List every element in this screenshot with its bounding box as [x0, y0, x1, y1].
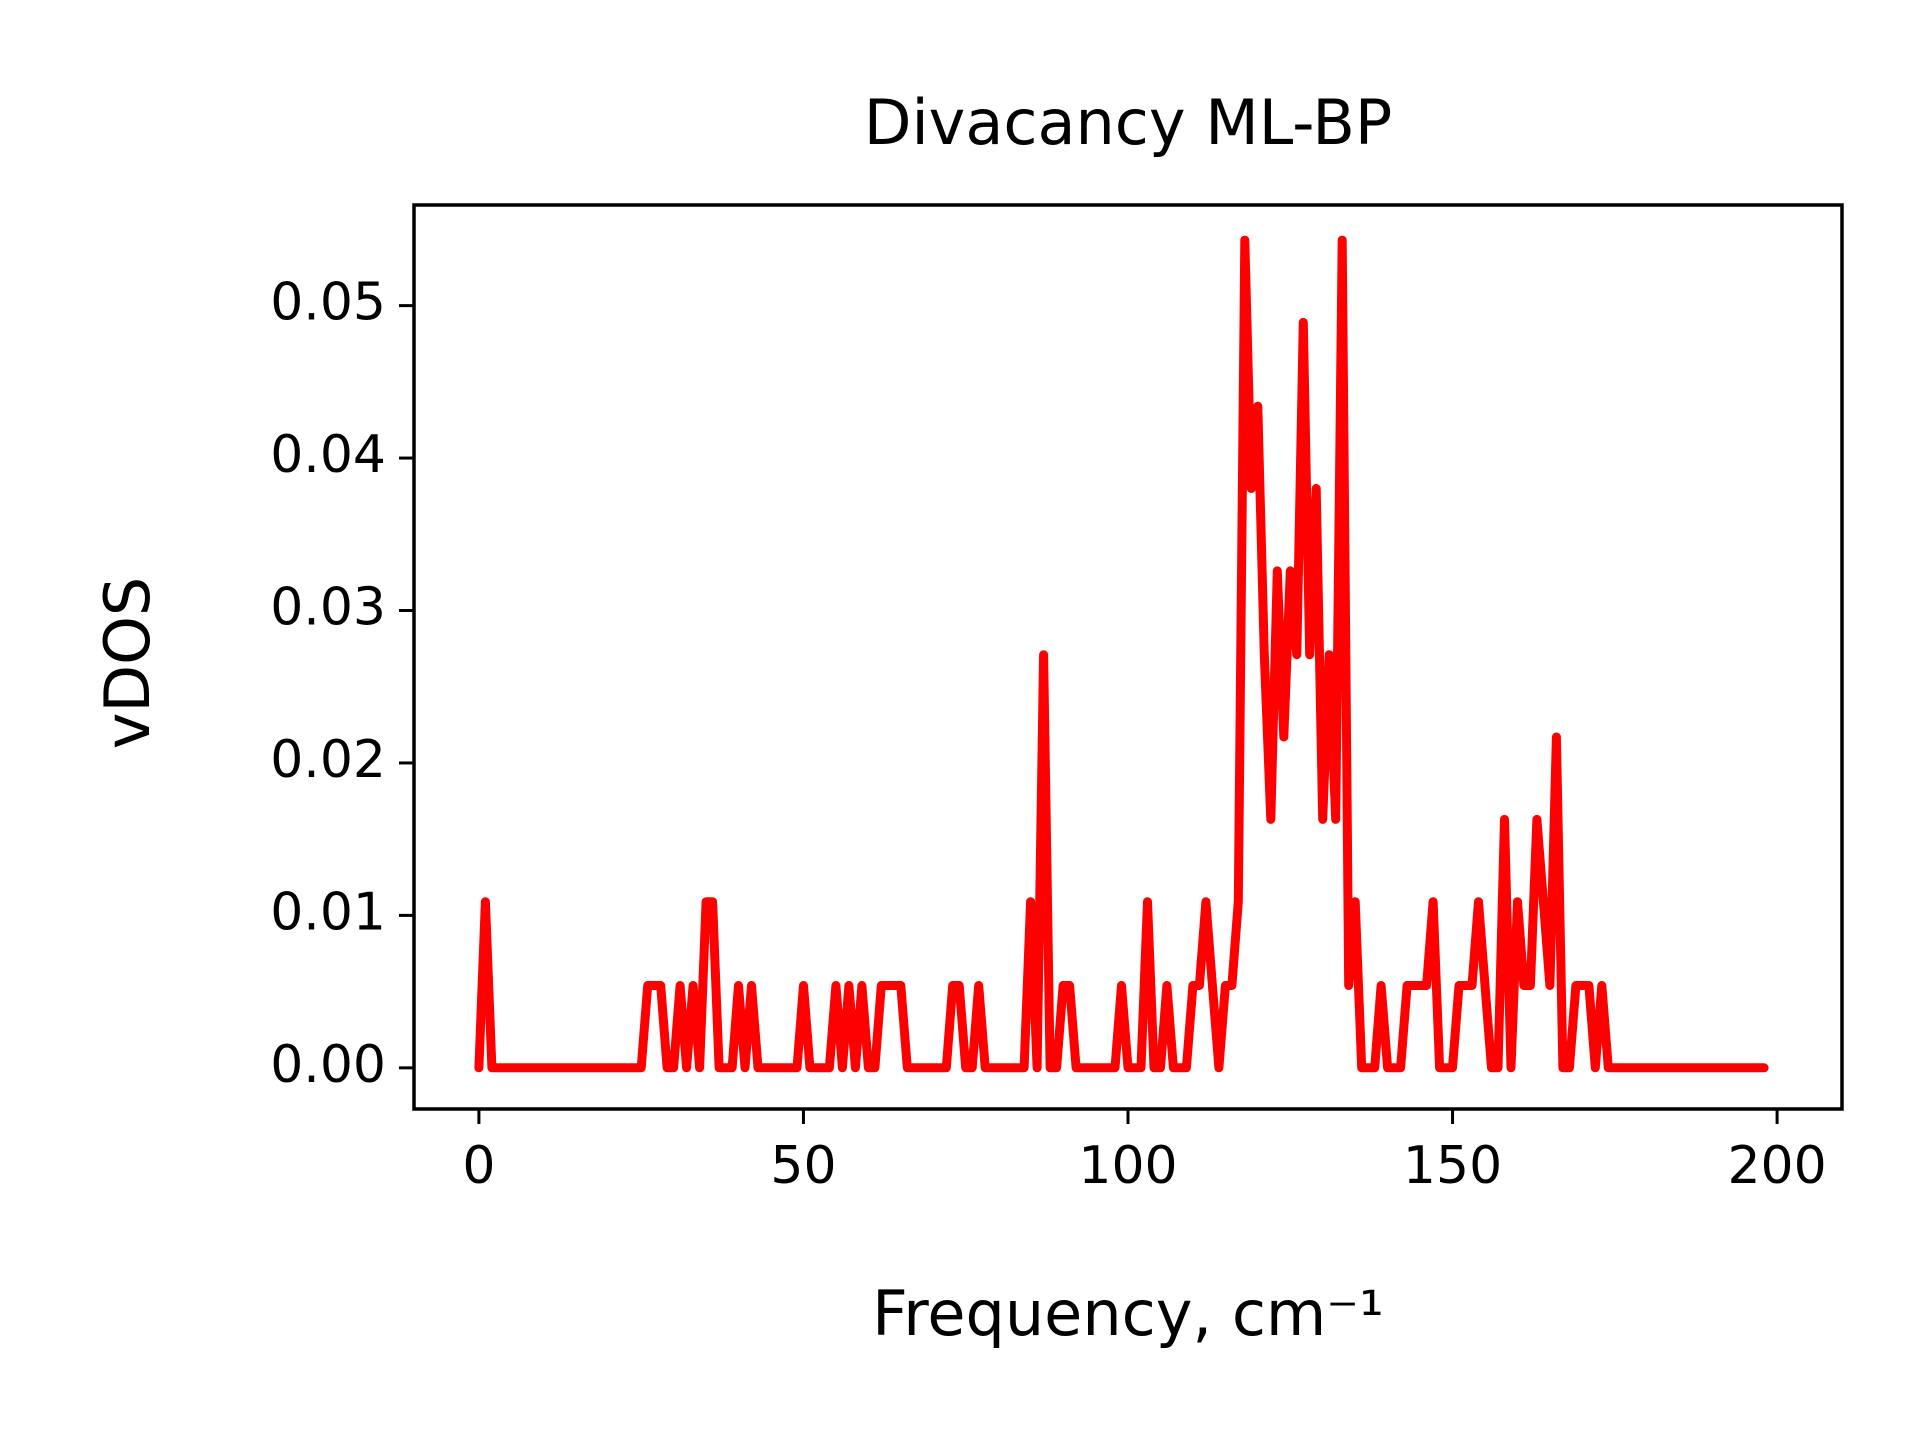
x-tick-label: 200 — [1727, 1136, 1826, 1196]
y-tick-label: 0.05 — [270, 273, 386, 333]
x-tick-label: 100 — [1078, 1136, 1177, 1196]
x-tick-label: 50 — [770, 1136, 836, 1196]
y-tick-label: 0.03 — [270, 578, 386, 638]
x-tick-label: 0 — [462, 1136, 495, 1196]
y-axis-label: vDOS — [91, 577, 164, 750]
data-line — [474, 235, 1769, 1073]
y-tick-label: 0.02 — [270, 730, 386, 790]
chart-title: Divacancy ML-BP — [864, 86, 1393, 159]
x-tick-label: 150 — [1403, 1136, 1502, 1196]
plot-frame — [412, 203, 1844, 1111]
y-tick-label: 0.01 — [270, 882, 386, 942]
y-tick-label: 0.04 — [270, 425, 386, 485]
x-axis-label: Frequency, cm⁻¹ — [872, 1277, 1384, 1350]
y-tick-label: 0.00 — [270, 1035, 386, 1095]
